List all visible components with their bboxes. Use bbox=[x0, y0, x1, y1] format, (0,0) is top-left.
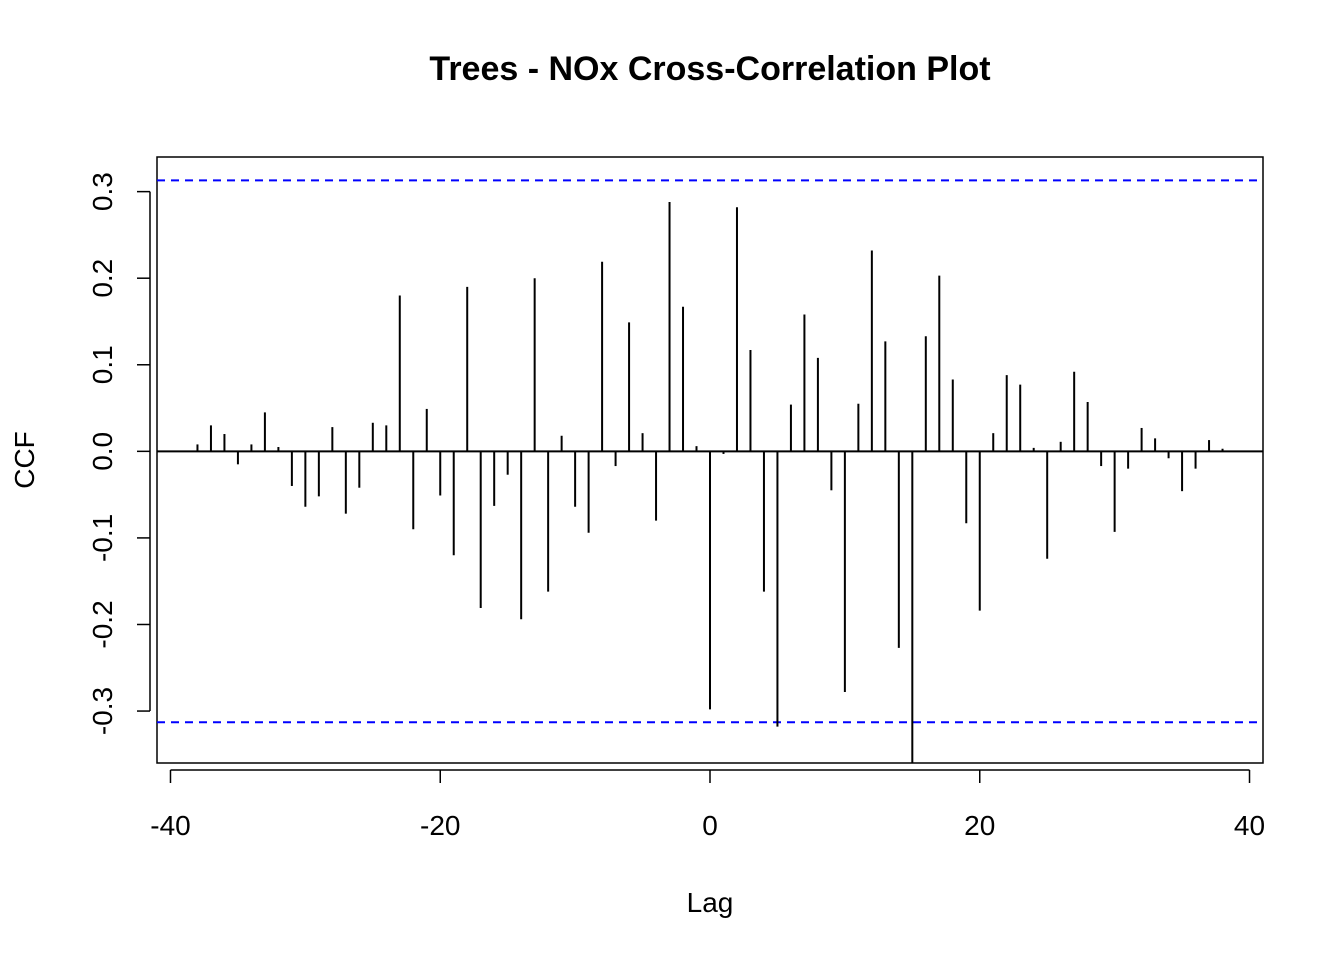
y-axis-label: CCF bbox=[9, 431, 40, 489]
y-tick-label: -0.1 bbox=[87, 514, 118, 562]
y-tick-label: 0.0 bbox=[87, 432, 118, 471]
y-tick-label: 0.1 bbox=[87, 345, 118, 384]
x-tick-label: 40 bbox=[1234, 810, 1265, 841]
chart-title: Trees - NOx Cross-Correlation Plot bbox=[429, 50, 990, 88]
y-tick-label: 0.2 bbox=[87, 259, 118, 298]
y-tick-label: -0.2 bbox=[87, 600, 118, 648]
plot-frame bbox=[156, 156, 1264, 764]
x-tick-label: 0 bbox=[702, 810, 718, 841]
y-tick-label: 0.3 bbox=[87, 172, 118, 211]
x-tick-label: -40 bbox=[150, 810, 190, 841]
x-tick-label: 20 bbox=[964, 810, 995, 841]
x-axis-label: Lag bbox=[687, 887, 734, 918]
plot-marks: -40 -20 0 20 40 -0.3 -0.2 -0.1 0.0 0.1 0.2 0.3 bbox=[87, 172, 1265, 841]
y-tick-label: -0.3 bbox=[87, 687, 118, 735]
x-tick-label: -20 bbox=[420, 810, 460, 841]
